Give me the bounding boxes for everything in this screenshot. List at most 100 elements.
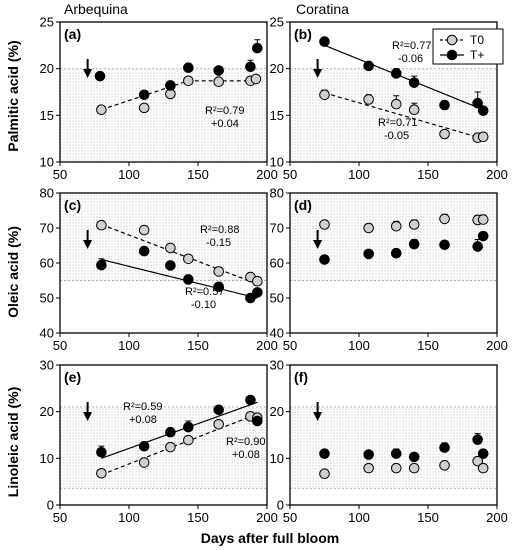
y-tick-label: 10	[40, 451, 54, 466]
data-point-t0	[213, 418, 224, 430]
data-point-tplus	[319, 254, 330, 265]
y-axis-label-oleic: Oleic acid (%)	[5, 226, 21, 318]
x-tick-label: 100	[118, 338, 140, 353]
data-point-t0	[183, 434, 194, 446]
slope-label: +0.08	[232, 449, 260, 461]
panel-letter: (a)	[64, 26, 81, 42]
data-point-t0	[439, 213, 450, 225]
data-point-tplus	[363, 60, 374, 72]
data-point-tplus	[408, 451, 420, 463]
data-point-t0	[165, 441, 176, 453]
data-point-t0	[408, 462, 420, 474]
down-arrow-icon	[313, 240, 323, 249]
data-point-tplus	[138, 440, 150, 452]
x-tick-label: 200	[486, 338, 508, 353]
x-tick-label: 200	[256, 510, 278, 525]
data-point-tplus	[252, 415, 263, 427]
y-tick-label: 25	[270, 15, 284, 30]
data-point-t0	[96, 219, 107, 231]
data-point-tplus	[363, 449, 374, 460]
reference-band	[60, 68, 267, 162]
x-tick-label: 100	[118, 510, 140, 525]
y-axis-label-linoleic: Linoleic acid (%)	[5, 387, 21, 497]
data-point-tplus	[477, 105, 489, 116]
y-tick-label: 70	[40, 221, 54, 236]
y-tick-label: 40	[270, 326, 284, 341]
x-tick-label: 150	[187, 167, 209, 182]
data-point-t0	[363, 462, 374, 474]
data-point-tplus	[319, 448, 330, 459]
data-point-tplus	[183, 421, 194, 433]
data-point-t0	[213, 266, 224, 277]
slope-label: -0.06	[398, 53, 423, 65]
down-arrow-icon	[313, 412, 323, 421]
data-point-t0	[183, 253, 194, 265]
data-point-t0	[96, 104, 107, 116]
data-point-tplus	[165, 80, 176, 91]
data-point-tplus	[245, 292, 256, 304]
panel-letter: (e)	[64, 369, 81, 385]
data-point-t0	[390, 220, 402, 232]
data-point-t0	[213, 76, 224, 88]
x-tick-label: 50	[53, 167, 67, 182]
y-tick-label: 10	[270, 451, 284, 466]
x-tick-label: 200	[256, 338, 278, 353]
y-tick-label: 60	[40, 256, 54, 271]
plot-frame	[59, 21, 268, 163]
legend-t0-marker	[446, 34, 458, 46]
data-point-t0	[319, 468, 330, 480]
legend-tplus-label: T+	[470, 48, 484, 62]
y-tick-label: 20	[40, 404, 54, 419]
data-point-tplus	[252, 287, 263, 298]
y-tick-label: 20	[40, 61, 54, 76]
fit-line-tplus	[324, 44, 484, 111]
legend-t0-label: T0	[470, 33, 484, 47]
data-point-tplus	[183, 274, 194, 285]
down-arrow-icon	[83, 412, 93, 421]
data-point-t0	[165, 242, 176, 254]
r-squared-label: R²=0.79	[205, 105, 244, 117]
r-squared-label: R²=0.59	[123, 401, 162, 413]
data-point-tplus	[477, 448, 489, 459]
legend: T0 T+	[432, 28, 504, 65]
data-point-t0	[250, 73, 262, 85]
data-point-t0	[363, 222, 374, 234]
data-point-t0	[138, 224, 150, 236]
data-point-tplus	[477, 230, 489, 242]
data-point-tplus	[319, 36, 330, 47]
data-point-t0	[439, 460, 450, 471]
y-tick-label: 80	[40, 186, 54, 201]
reference-band	[290, 193, 497, 281]
data-point-t0	[477, 131, 489, 143]
data-point-tplus	[94, 70, 106, 82]
data-point-t0	[363, 94, 374, 105]
data-point-tplus	[439, 99, 450, 111]
data-point-t0	[138, 102, 150, 114]
plot-frame	[59, 364, 268, 506]
x-tick-label: 100	[348, 510, 370, 525]
data-point-t0	[477, 462, 489, 474]
data-point-tplus	[245, 61, 256, 73]
x-axis-label: Days after full bloom	[201, 530, 339, 546]
x-tick-label: 150	[417, 338, 439, 353]
panel-f: 0 10 20 30 50 100 150 200 (f)	[270, 358, 508, 526]
x-tick-label: 100	[118, 167, 140, 182]
down-arrow-icon	[313, 69, 323, 78]
data-point-tplus	[439, 239, 450, 251]
y-tick-label: 80	[270, 186, 284, 201]
data-point-t0	[319, 219, 330, 230]
panel-b: 10 15 20 25 50 100 150 200 (b) R²=0.77-0.06 R²=0.7…	[270, 15, 508, 183]
y-tick-label: 30	[270, 358, 284, 373]
reference-band	[60, 193, 267, 281]
data-point-tplus	[213, 65, 224, 76]
y-tick-label: 60	[270, 256, 284, 271]
x-tick-label: 100	[348, 338, 370, 353]
data-point-tplus	[213, 281, 224, 293]
y-tick-label: 20	[270, 404, 284, 419]
y-tick-label: 70	[270, 221, 284, 236]
data-point-tplus	[183, 62, 194, 74]
data-point-t0	[408, 219, 420, 230]
